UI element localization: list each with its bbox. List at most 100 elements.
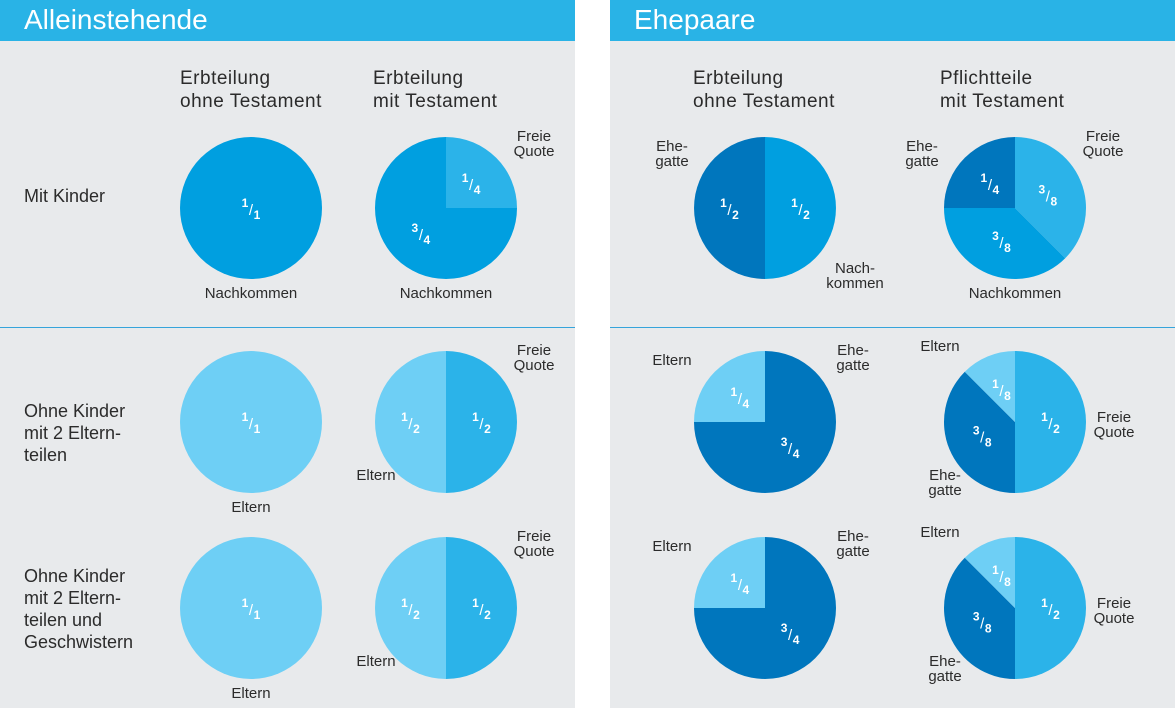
pie-slice [944, 137, 1015, 208]
pie-outer-label-line: Ehe- [837, 342, 869, 359]
fraction-bar: / [999, 383, 1004, 400]
pie-slice [375, 537, 446, 679]
fraction-denominator: 2 [1053, 608, 1060, 622]
pie-outer-label: Ehe-gatte [928, 653, 961, 685]
fraction-denominator: 4 [743, 397, 750, 411]
fraction-bar: / [408, 602, 413, 619]
pie-outer-label-line: Quote [1094, 610, 1135, 627]
column-header-line: Erbteilung [373, 68, 464, 89]
pie-outer-label-line: Nach- [835, 260, 875, 277]
pie-outer-label: Eltern [652, 538, 691, 555]
fraction-bar: / [479, 416, 484, 433]
pie-outer-label: Eltern [356, 653, 395, 670]
pie-slice [446, 537, 517, 679]
fraction-bar: / [249, 416, 254, 433]
fraction-numerator: 3 [973, 424, 980, 438]
fraction-bar: / [999, 569, 1004, 586]
pie-slice [964, 537, 1015, 608]
fraction-denominator: 4 [793, 633, 800, 647]
pie-outer-label: Freie Quote [1083, 128, 1124, 160]
pie-outer-label-line: Eltern [652, 538, 691, 555]
row-label-line: mit 2 Eltern- [24, 423, 122, 443]
column-header-line: Erbteilung [180, 68, 271, 89]
pie-outer-label-line: gatte [836, 543, 869, 560]
pie-outer-label: Nachkommen [969, 285, 1062, 302]
fraction-numerator: 1 [242, 596, 249, 610]
slice-fraction-label: 1/2 [720, 196, 739, 222]
pie-outer-label: Freie Quote [514, 342, 555, 374]
pie-outer-label: Nachkommen [205, 285, 298, 302]
fraction-denominator: 2 [803, 208, 810, 222]
fraction-denominator: 4 [743, 583, 750, 597]
pie-outer-label-line: Eltern [356, 653, 395, 670]
row-label: Ohne Kinder mit 2 Eltern- teilen und Ges… [24, 565, 133, 653]
pie-outer-label: Ehe-gatte [836, 342, 869, 374]
slice-fraction-label: 1/2 [791, 196, 810, 222]
slice-fraction-label: 1/2 [1041, 596, 1060, 622]
fraction-bar: / [999, 235, 1004, 252]
fraction-denominator: 4 [474, 183, 481, 197]
fraction-denominator: 8 [1004, 389, 1011, 403]
fraction-numerator: 1 [401, 596, 408, 610]
fraction-bar: / [408, 416, 413, 433]
slice-fraction-label: 1/1 [242, 410, 261, 436]
row-label-line: Ohne Kinder [24, 566, 126, 586]
pie-outer-label-line: gatte [928, 668, 961, 685]
fraction-denominator: 8 [1004, 241, 1011, 255]
fraction-bar: / [1048, 416, 1053, 433]
row-label-line: Geschwistern [24, 632, 134, 652]
fraction-denominator: 1 [254, 608, 261, 622]
slice-fraction-label: 3/4 [412, 221, 431, 247]
column-header-line: Erbteilung [693, 68, 784, 89]
pie-outer-label-line: Nachkommen [969, 285, 1062, 302]
fraction-bar: / [980, 430, 985, 447]
fraction-numerator: 3 [973, 610, 980, 624]
pie-slice [943, 557, 1015, 680]
column-header: Erbteilung ohne Testament [693, 67, 835, 113]
fraction-denominator: 1 [254, 208, 261, 222]
slice-fraction-label: 1/2 [1041, 410, 1060, 436]
pie-outer-label-line: Nachkommen [400, 285, 493, 302]
slice-fraction-label: 1/8 [992, 563, 1011, 589]
section-divider [610, 327, 1175, 328]
slice-fraction-label: 1/2 [401, 596, 420, 622]
fraction-numerator: 1 [791, 196, 798, 210]
slice-fraction-label: 1/1 [242, 596, 261, 622]
slice-fraction-label: 1/2 [472, 596, 491, 622]
title-bar: Ehepaare [610, 0, 1175, 41]
pie-outer-label: Ehe-gatte [655, 138, 688, 170]
pie-slice [1015, 537, 1086, 679]
pie-outer-label: Freie Quote [514, 528, 555, 560]
pie-outer-label-line: Freie [517, 342, 551, 359]
pie-outer-label: Nach-kommen [826, 260, 884, 292]
pie-outer-label-line: Quote [1094, 424, 1135, 441]
fraction-bar: / [980, 616, 985, 633]
pie-slice [694, 537, 765, 608]
pie-outer-label-line: gatte [836, 357, 869, 374]
pie-outer-label-line: Ehe- [656, 138, 688, 155]
fraction-numerator: 3 [992, 229, 999, 243]
pie-outer-label: Eltern [652, 352, 691, 369]
pie-outer-label: Ehe-gatte [836, 528, 869, 560]
pie-outer-label-line: gatte [905, 153, 938, 170]
fraction-numerator: 1 [731, 385, 738, 399]
row-label-line: teilen und [24, 610, 103, 630]
pie-outer-label: Freie Quote [1094, 595, 1135, 627]
fraction-numerator: 1 [992, 563, 999, 577]
section-divider [0, 327, 575, 328]
pie-outer-label-line: Ehe- [837, 528, 869, 545]
column-header-line: Pflichtteile [940, 68, 1033, 89]
fraction-bar: / [419, 227, 424, 244]
slice-fraction-label: 1/1 [242, 196, 261, 222]
pie-outer-label: Freie Quote [514, 128, 555, 160]
slice-fraction-label: 3/4 [781, 435, 800, 461]
row-label-line: mit 2 Eltern- [24, 588, 122, 608]
fraction-bar: / [469, 177, 474, 194]
pie-alleinstehend-2-elternteile-ohne-testament: 1/1 Eltern [180, 351, 322, 516]
row-label: Mit Kinder [24, 185, 105, 207]
title-bar: Alleinstehende [0, 0, 575, 41]
fraction-denominator: 2 [413, 422, 420, 436]
